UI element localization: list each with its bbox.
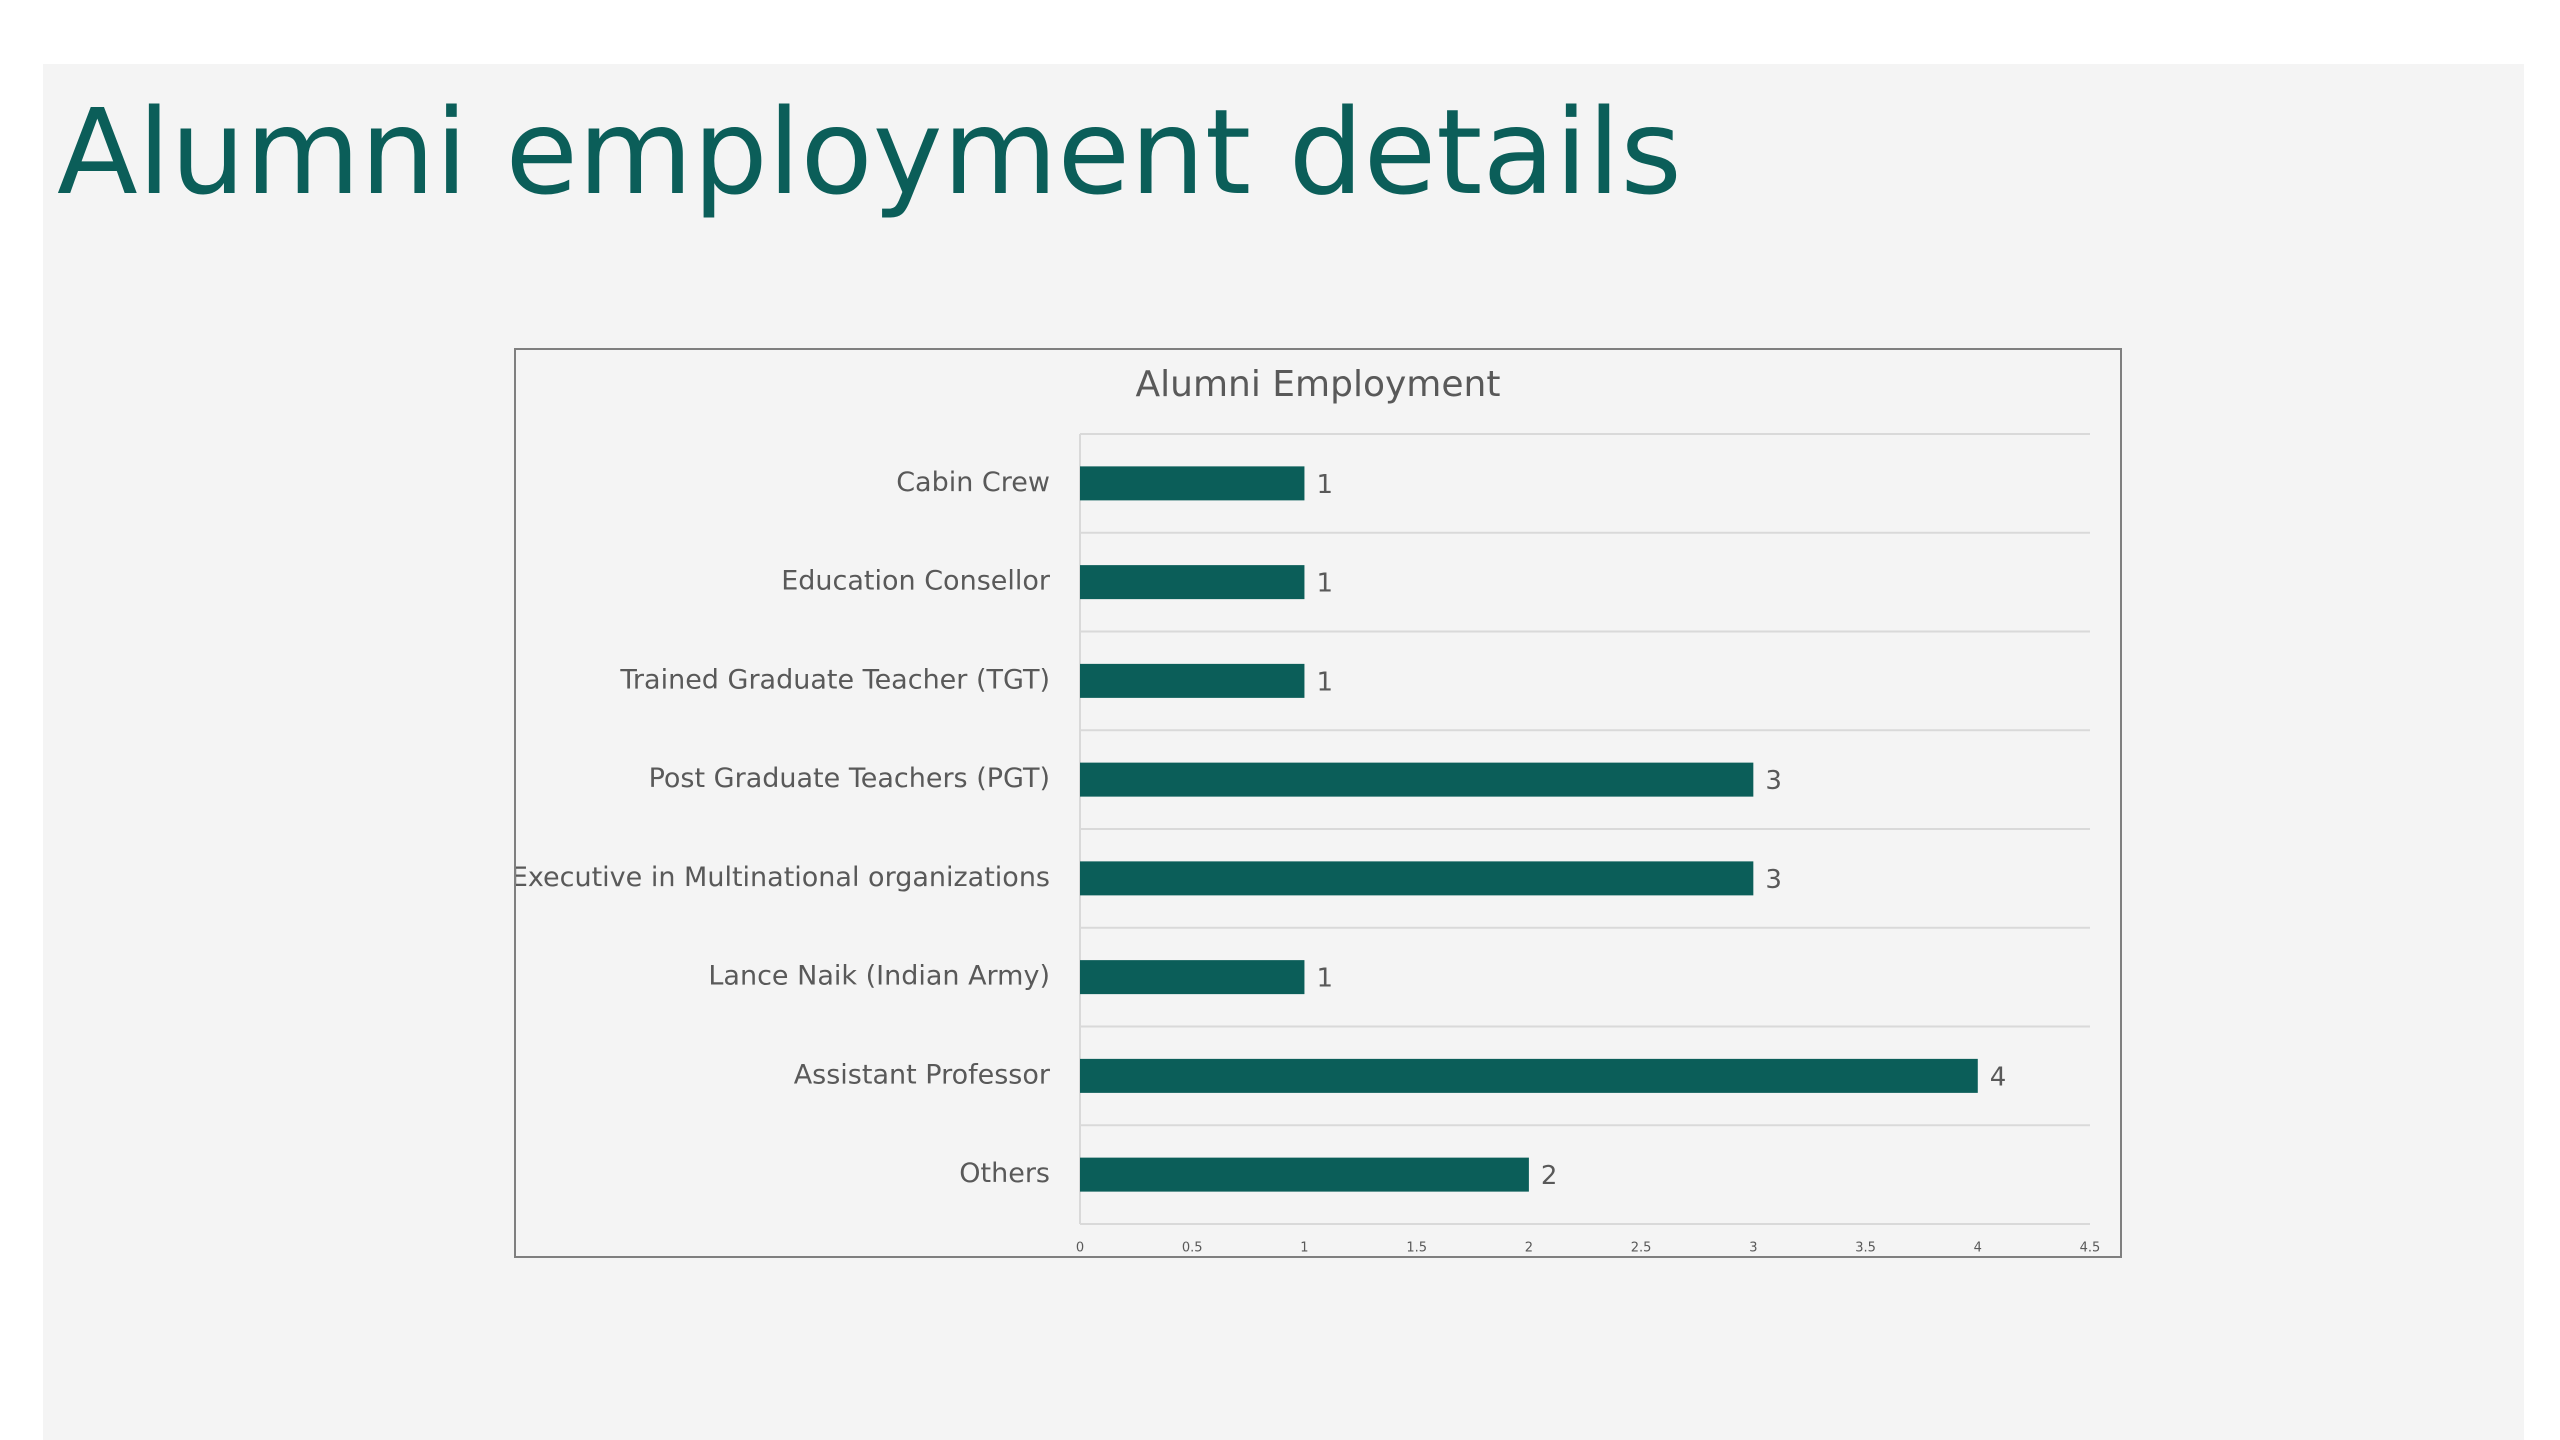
x-tick-label: 0.5 (1182, 1241, 1203, 1256)
x-tick-label: 1 (1300, 1241, 1308, 1256)
data-label: 2 (1541, 1161, 1558, 1191)
gridlines (1079, 433, 2090, 1225)
x-tick-label: 2.5 (1631, 1241, 1652, 1256)
chart-frame[interactable]: Alumni Employment Cabin Crew Education Co… (514, 348, 2122, 1258)
data-label: 4 (1990, 1062, 2007, 1092)
x-tick-label: 3.5 (1855, 1241, 1876, 1256)
category-label: Lance Naik (Indian Army) (708, 961, 1050, 992)
category-label: Cabin Crew (896, 467, 1050, 498)
category-label: Post Graduate Teachers (PGT) (649, 763, 1050, 794)
bar[interactable] (1080, 1157, 1529, 1192)
bar[interactable] (1080, 861, 1754, 896)
bar-chart: Alumni Employment Cabin Crew Education Co… (516, 364, 2100, 1256)
category-label: Education Consellor (781, 566, 1051, 597)
category-labels: Cabin Crew Education Consellor Trained Gra… (516, 467, 1051, 1189)
category-label: Executive in Multinational organizations (516, 862, 1050, 893)
x-tick-label: 2 (1525, 1241, 1533, 1256)
data-label: 3 (1765, 766, 1782, 796)
x-tick-label: 4 (1974, 1241, 1982, 1256)
bar[interactable] (1080, 663, 1305, 698)
bar[interactable] (1080, 466, 1305, 501)
x-tick-label: 4.5 (2080, 1241, 2101, 1256)
data-label: 1 (1316, 569, 1333, 599)
data-label: 1 (1316, 964, 1333, 994)
bar[interactable] (1080, 565, 1305, 600)
data-label: 3 (1765, 865, 1782, 895)
x-tick-label: 0 (1076, 1241, 1084, 1256)
chart-title: Alumni Employment (1136, 364, 1501, 405)
value-labels: 1 1 1 3 3 1 4 2 (1316, 470, 2006, 1191)
data-label: 1 (1316, 667, 1333, 697)
bar[interactable] (1080, 762, 1754, 797)
category-label: Trained Graduate Teacher (TGT) (619, 664, 1050, 695)
bar[interactable] (1080, 1058, 1978, 1093)
category-label: Others (959, 1158, 1050, 1189)
data-label: 1 (1316, 470, 1333, 500)
category-label: Assistant Professor (794, 1059, 1051, 1090)
x-tick-label: 1.5 (1406, 1241, 1427, 1256)
slide-title: Alumni employment details (57, 83, 1682, 221)
bar[interactable] (1080, 960, 1305, 995)
x-axis-ticks: 0 0.5 1 1.5 2 2.5 3 3.5 4 4.5 (1076, 1241, 2100, 1256)
x-tick-label: 3 (1749, 1241, 1757, 1256)
slide: Alumni employment details Alumni Employm… (43, 64, 2524, 1440)
bars (1080, 466, 1978, 1192)
